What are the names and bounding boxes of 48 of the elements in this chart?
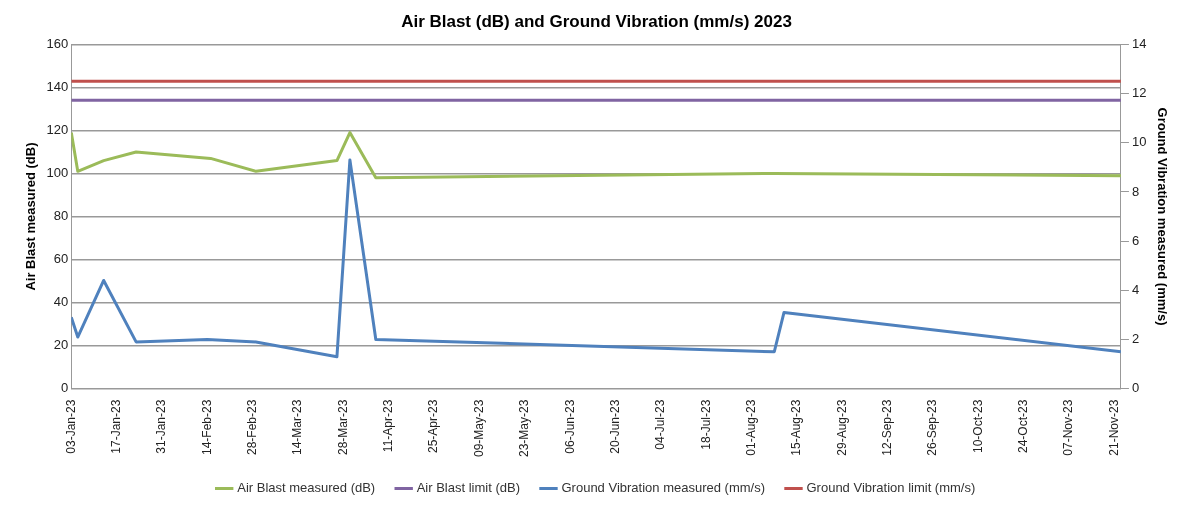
x-tick-label: 01-Aug-23 xyxy=(743,399,758,456)
x-tick-label: 06-Jun-23 xyxy=(562,399,577,454)
y2-tick-label: 2 xyxy=(1131,331,1140,347)
x-tick-label: 14-Mar-23 xyxy=(290,399,305,455)
y-tick-label: 40 xyxy=(53,294,69,310)
x-tick-label: 09-May-23 xyxy=(471,399,486,457)
x-tick-label: 04-Jul-23 xyxy=(653,399,668,450)
legend-label: Ground Vibration limit (mm/s) xyxy=(806,480,976,496)
legend-label: Air Blast measured (dB) xyxy=(237,480,376,496)
y-tick-label: 60 xyxy=(53,251,69,267)
chart-title: Air Blast (dB) and Ground Vibration (mm/s) 2023 xyxy=(401,11,792,31)
y2-tick-label: 4 xyxy=(1131,281,1140,297)
y-tick-label: 160 xyxy=(46,35,69,51)
x-tick-label: 23-May-23 xyxy=(517,399,532,457)
y2-tick-label: 0 xyxy=(1131,380,1140,396)
y2-tick-label: 14 xyxy=(1131,35,1147,51)
y2-tick-label: 12 xyxy=(1131,85,1147,101)
x-tick-label: 03-Jan-23 xyxy=(63,399,78,454)
legend-label: Air Blast limit (dB) xyxy=(416,480,520,496)
y-tick-label: 80 xyxy=(53,208,69,224)
y-axis-title: Air Blast measured (dB) xyxy=(23,142,39,291)
x-tick-label: 12-Sep-23 xyxy=(880,399,894,456)
x-tick-label: 26-Sep-23 xyxy=(925,399,940,456)
x-tick-label: 10-Oct-23 xyxy=(970,399,985,453)
y2-axis-title: Ground Vibration measured (mm/s) xyxy=(1154,107,1170,326)
x-tick-label: 17-Jan-23 xyxy=(108,399,123,454)
x-tick-label: 31-Jan-23 xyxy=(154,399,169,454)
x-tick-label: 25-Apr-23 xyxy=(426,399,441,454)
x-tick-label: 21-Nov-23 xyxy=(1106,399,1121,456)
y2-tick-label: 6 xyxy=(1131,232,1140,248)
y-tick-label: 140 xyxy=(46,79,69,95)
x-tick-label: 14-Feb-23 xyxy=(199,399,214,456)
y2-tick-label: 8 xyxy=(1131,183,1140,199)
x-tick-label: 28-Mar-23 xyxy=(335,399,350,455)
x-tick-label: 20-Jun-23 xyxy=(607,399,622,454)
x-tick-label: 15-Aug-23 xyxy=(789,399,804,456)
y-tick-label: 120 xyxy=(46,122,69,138)
y-tick-label: 0 xyxy=(61,380,69,396)
x-tick-label: 28-Feb-23 xyxy=(245,399,260,456)
x-tick-label: 18-Jul-23 xyxy=(698,399,713,450)
x-tick-label: 11-Apr-23 xyxy=(381,399,396,453)
x-tick-label: 24-Oct-23 xyxy=(1016,399,1031,453)
y-tick-label: 100 xyxy=(46,165,69,181)
y-tick-label: 20 xyxy=(53,337,69,353)
y2-tick-label: 10 xyxy=(1131,134,1147,150)
legend-label: Ground Vibration measured (mm/s) xyxy=(561,480,765,496)
x-tick-label: 07-Nov-23 xyxy=(1061,399,1076,456)
x-tick-label: 29-Aug-23 xyxy=(834,399,849,456)
